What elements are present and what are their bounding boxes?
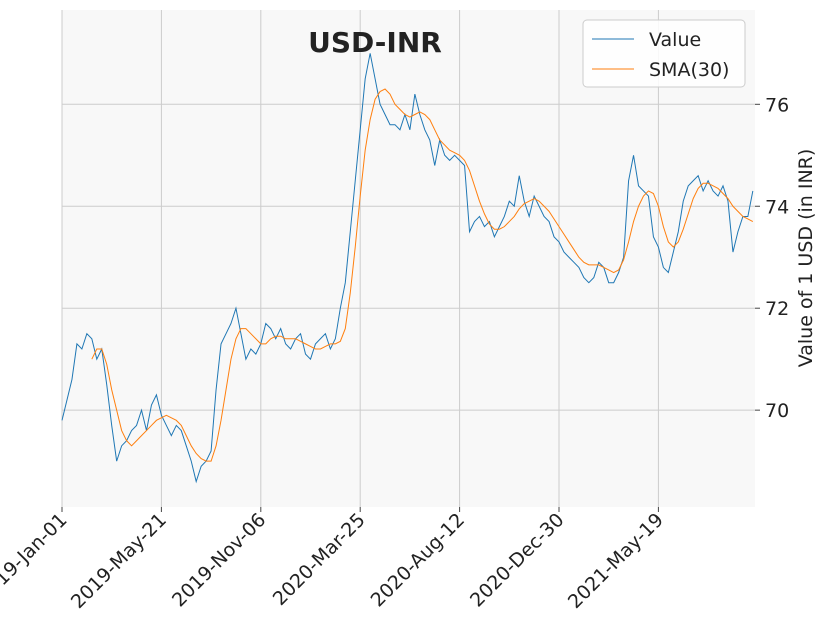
x-tick-label: 2019-Nov-06	[168, 509, 270, 611]
series-line	[61, 53, 754, 484]
legend-label: Value	[649, 29, 701, 51]
x-tick-label: 2020-Dec-30	[466, 509, 569, 612]
chart-title: USD-INR	[308, 26, 442, 59]
x-tick-label: 2021-May-19	[564, 509, 668, 613]
lines	[61, 53, 754, 484]
legend-box	[582, 19, 746, 88]
legend-label: SMA(30)	[649, 59, 729, 81]
x-tick-label: 2020-Aug-12	[367, 509, 469, 611]
x-tick-label: 2019-Jan-01	[0, 509, 72, 607]
y-tick-label: 74	[765, 196, 789, 218]
y-tick-label: 70	[765, 400, 789, 422]
x-tick-label: 2019-May-21	[67, 509, 171, 613]
series-line	[91, 88, 754, 462]
legend: Value SMA(30)	[582, 19, 746, 88]
plot-area	[62, 10, 755, 507]
y-axis-label: Value of 1 USD (in INR)	[795, 149, 817, 368]
y-tick-label: 76	[765, 94, 789, 116]
x-tick-label: 2020-Mar-25	[269, 509, 370, 610]
y-tick-label: 72	[765, 298, 789, 320]
